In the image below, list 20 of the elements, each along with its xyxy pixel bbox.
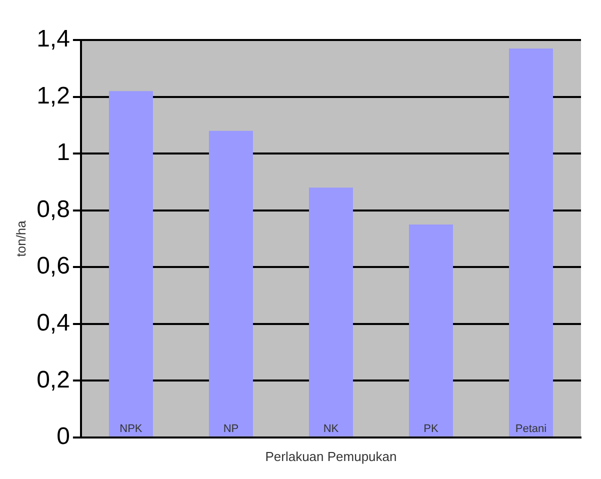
bar	[108, 91, 153, 436]
y-tick-label: 1	[56, 139, 70, 166]
x-tick-label: NK	[323, 422, 340, 435]
bar	[308, 188, 353, 436]
y-tick-label: 0	[56, 423, 70, 450]
bar	[508, 48, 553, 436]
bar	[408, 224, 453, 436]
x-axis-title: Perlakuan Pemupukan	[265, 448, 397, 464]
x-tick-label: NP	[223, 422, 239, 435]
x-tick-label: NPK	[120, 422, 143, 435]
y-tick-label: 1,4	[36, 26, 70, 53]
y-tick-label: 0,4	[36, 309, 70, 336]
y-tick-label: 1,2	[36, 82, 70, 110]
bar	[208, 130, 253, 436]
x-tick-label: Petani	[515, 422, 547, 435]
y-tick-label: 0,8	[36, 196, 70, 223]
y-axis-title: ton/ha	[13, 220, 28, 257]
y-tick-label: 0,6	[36, 252, 70, 280]
y-tick-label: 0,2	[36, 366, 70, 394]
x-tick-label: PK	[424, 422, 439, 435]
